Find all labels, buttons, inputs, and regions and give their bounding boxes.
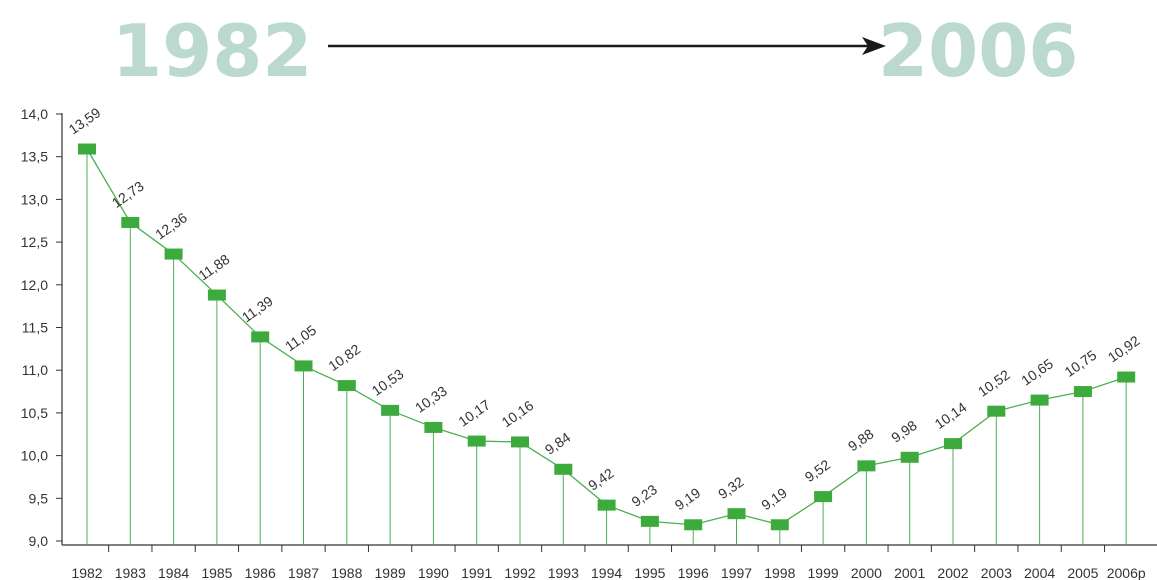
x-tick-label: 1988 <box>331 565 362 580</box>
data-point-marker <box>684 519 703 531</box>
data-markers <box>78 143 1136 531</box>
data-value-label: 10,82 <box>325 341 363 374</box>
x-tick-label: 2005 <box>1067 565 1098 580</box>
data-point-marker <box>554 463 573 475</box>
y-tick-label: 14,0 <box>21 106 48 122</box>
data-labels: 13,59 12,7312,3611,8811,3911,0510,8210,53… <box>66 104 1143 513</box>
x-tick-label: 2002 <box>937 565 968 580</box>
y-tick-label: 12,0 <box>21 277 48 293</box>
data-point-marker <box>944 438 962 450</box>
x-tick-label: 1987 <box>288 565 319 580</box>
data-value-label: 9,88 <box>845 425 877 454</box>
end-year-label: 2006 <box>878 9 1078 93</box>
y-tick-label: 12,5 <box>21 234 48 250</box>
y-tick-label: 9,5 <box>29 490 49 506</box>
data-point-marker <box>164 248 183 260</box>
data-point-marker <box>770 519 789 531</box>
data-value-label: 9,42 <box>585 465 617 494</box>
y-tick-label: 13,0 <box>21 191 48 207</box>
data-point-marker <box>251 331 270 343</box>
x-tick-label: 1995 <box>634 565 665 580</box>
data-value-label: 9,98 <box>888 417 920 446</box>
data-value-label: 11,05 <box>282 322 319 355</box>
x-tick-label: 2004 <box>1024 565 1055 580</box>
data-point-marker <box>640 515 659 527</box>
x-tick-label: 1997 <box>721 565 752 580</box>
data-point-marker <box>78 143 96 155</box>
x-tick-label: 1991 <box>461 565 492 580</box>
data-point-marker <box>294 360 313 372</box>
x-tick-label: 1992 <box>504 565 535 580</box>
data-value-label: 9,19 <box>758 484 790 513</box>
x-tick-label: 1982 <box>71 565 102 580</box>
x-tick-label: 2003 <box>981 565 1012 580</box>
x-axis-ticks: 1982 1983 1984 1985 1986 1987 1988 1989 1990 1991… <box>71 545 1146 580</box>
data-point-marker <box>1117 371 1136 383</box>
start-year-label: 1982 <box>112 9 312 93</box>
x-tick-label: 1993 <box>548 565 579 580</box>
y-tick-label: 13,5 <box>21 149 48 165</box>
data-point-marker <box>857 460 876 472</box>
x-tick-label: 1986 <box>245 565 276 580</box>
y-tick-label: 11,5 <box>22 320 48 336</box>
x-tick-label: 1999 <box>808 565 839 580</box>
data-point-marker <box>121 216 140 228</box>
x-tick-label: 1998 <box>764 565 795 580</box>
x-tick-label: 2000 <box>851 565 882 580</box>
data-value-label: 10,33 <box>412 383 450 416</box>
data-point-marker <box>597 499 616 511</box>
header: 1982 2006 <box>112 9 1078 93</box>
data-value-label: 12,36 <box>152 209 190 242</box>
x-tick-label: 1983 <box>115 565 146 580</box>
data-point-marker <box>900 451 919 463</box>
data-value-label: 10,17 <box>455 396 493 429</box>
y-tick-label: 9,0 <box>29 533 49 549</box>
data-point-marker <box>511 436 529 448</box>
x-tick-label: 1990 <box>418 565 449 580</box>
data-point-marker <box>987 405 1006 417</box>
x-tick-label: 2006p <box>1107 565 1146 580</box>
data-point-marker <box>337 380 356 392</box>
x-tick-label: 1996 <box>678 565 709 580</box>
y-axis-ticks: 9,0 9,5 10,0 10,5 11,0 11,5 12,0 12,5 13,0 13,5 14… <box>21 106 62 549</box>
data-value-label: 9,84 <box>542 429 574 458</box>
y-tick-label: 11,0 <box>22 362 48 378</box>
data-value-label: 11,88 <box>195 251 232 284</box>
data-value-label: 9,52 <box>802 456 834 485</box>
data-value-label: 10,52 <box>975 366 1013 399</box>
data-value-label: 10,14 <box>932 399 970 432</box>
data-value-label: 10,75 <box>1061 347 1099 380</box>
data-point-marker <box>727 508 746 520</box>
data-value-label: 9,23 <box>628 481 660 510</box>
data-value-label: 9,19 <box>672 484 704 513</box>
data-value-label: 12,73 <box>109 178 147 211</box>
x-tick-label: 1985 <box>201 565 232 580</box>
y-tick-label: 10,5 <box>21 405 48 421</box>
x-tick-label: 1994 <box>591 565 622 580</box>
data-value-label: 10,16 <box>499 397 537 430</box>
data-value-label: 13,59 <box>66 104 104 137</box>
data-point-marker <box>381 404 400 416</box>
data-point-marker <box>424 421 443 433</box>
data-value-label: 10,92 <box>1105 332 1143 365</box>
y-tick-label: 10,0 <box>21 448 48 464</box>
data-value-label: 9,32 <box>715 473 747 502</box>
x-tick-label: 1989 <box>375 565 406 580</box>
data-value-label: 10,53 <box>369 365 407 398</box>
x-tick-label: 2001 <box>894 565 925 580</box>
data-point-marker <box>207 289 226 301</box>
data-point-marker <box>467 435 486 447</box>
data-value-label: 11,39 <box>239 293 276 326</box>
data-point-marker <box>1073 386 1092 398</box>
timeline-arrow-head-icon <box>862 37 886 55</box>
x-tick-label: 1984 <box>158 565 189 580</box>
drop-lines <box>86 149 1127 545</box>
data-value-label: 10,65 <box>1018 355 1056 388</box>
data-point-marker <box>814 491 833 503</box>
data-point-marker <box>1030 394 1049 406</box>
